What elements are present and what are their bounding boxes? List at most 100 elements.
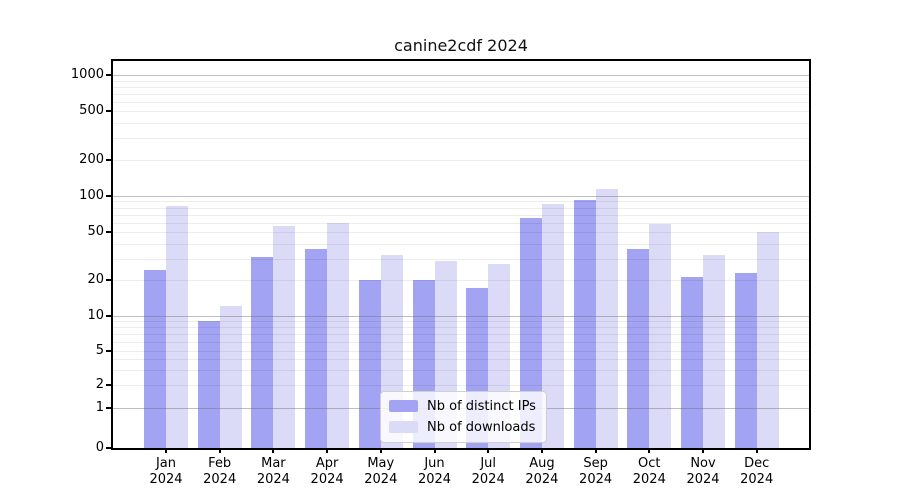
axis-spine-top	[111, 59, 811, 61]
minor-gridline	[113, 369, 809, 371]
bar-downloads-nov	[703, 255, 725, 448]
minor-gridline	[113, 243, 809, 245]
x-tick-mark	[272, 448, 275, 453]
y-tick-label: 10	[87, 308, 104, 323]
y-tick-label: 1000	[70, 67, 104, 82]
bar-distinct-ips-sep	[573, 200, 596, 448]
y-tick-mark	[106, 447, 112, 449]
x-tick-mark	[702, 448, 704, 453]
bar-downloads-sep	[595, 188, 618, 448]
bar-downloads-jan	[166, 205, 188, 448]
x-tick-mark	[540, 448, 543, 453]
x-tick-mark	[755, 448, 758, 453]
minor-gridline	[113, 93, 809, 95]
legend: Nb of distinct IPs Nb of downloads	[380, 391, 547, 443]
minor-gridline	[113, 123, 809, 125]
minor-gridline	[113, 201, 809, 203]
minor-gridline	[113, 207, 809, 209]
y-tick-mark	[106, 407, 112, 409]
bar-distinct-ips-aug	[519, 218, 542, 448]
minor-gridline	[113, 258, 809, 260]
bar-distinct-ips-dec	[734, 272, 757, 448]
x-tick-label-jan: Jan 2024	[149, 456, 183, 487]
axis-spine-right	[809, 59, 811, 450]
y-tick-label: 1	[95, 400, 104, 415]
x-tick-label-nov: Nov 2024	[686, 456, 720, 487]
minor-gridline	[113, 222, 809, 224]
x-tick-label-mar: Mar 2024	[256, 456, 290, 487]
minor-gridline	[113, 341, 809, 343]
y-tick-label: 100	[79, 188, 104, 203]
minor-gridline	[113, 111, 809, 113]
minor-gridline	[113, 214, 809, 216]
major-gridline	[113, 316, 809, 317]
minor-gridline	[113, 86, 809, 88]
x-tick-label-dec: Dec 2024	[740, 456, 774, 487]
minor-gridline	[113, 327, 809, 329]
x-tick-label-sep: Sep 2024	[579, 456, 613, 487]
x-tick-mark	[218, 448, 221, 453]
x-tick-mark	[433, 448, 436, 453]
bar-downloads-oct	[649, 224, 672, 448]
minor-gridline	[113, 385, 809, 386]
x-tick-label-jul: Jul 2024	[471, 456, 505, 487]
x-tick-label-may: May 2024	[364, 456, 398, 487]
bar-downloads-dec	[756, 232, 779, 448]
y-tick-mark	[106, 384, 112, 386]
bar-distinct-ips-nov	[681, 277, 703, 448]
y-tick-mark	[106, 195, 112, 197]
bar-downloads-aug	[541, 204, 564, 448]
x-tick-mark	[594, 448, 597, 453]
bar-downloads-apr	[327, 222, 350, 448]
axis-spine-left	[111, 59, 113, 450]
y-tick-mark	[106, 110, 112, 113]
y-tick-mark	[106, 350, 112, 352]
major-gridline	[113, 75, 809, 76]
minor-gridline	[113, 159, 809, 161]
axis-spine-bottom	[111, 448, 811, 450]
x-tick-mark	[379, 448, 382, 453]
bar-distinct-ips-jan	[144, 270, 166, 448]
minor-gridline	[113, 138, 809, 140]
bar-distinct-ips-oct	[627, 249, 650, 448]
bar-distinct-ips-apr	[305, 249, 328, 448]
chart-title: canine2cdf 2024	[394, 36, 528, 55]
y-tick-label: 2	[95, 377, 104, 392]
y-tick-mark	[106, 315, 112, 317]
major-gridline	[113, 196, 809, 197]
y-tick-label: 0	[95, 440, 104, 455]
x-tick-label-jun: Jun 2024	[417, 456, 452, 487]
plot-area: Nb of distinct IPs Nb of downloads	[111, 59, 811, 450]
x-tick-label-oct: Oct 2024	[632, 456, 666, 487]
x-tick-label-aug: Aug 2024	[525, 456, 559, 487]
y-tick-label: 5	[95, 343, 104, 358]
minor-gridline	[113, 351, 809, 352]
y-tick-mark	[106, 158, 112, 161]
bar-distinct-ips-may	[358, 279, 381, 448]
bar-downloads-feb	[219, 306, 242, 448]
bar-distinct-ips-feb	[197, 321, 220, 448]
minor-gridline	[113, 232, 809, 234]
legend-item-distinct-ips: Nb of distinct IPs	[389, 397, 536, 415]
legend-swatch-distinct-ips	[389, 400, 418, 412]
y-tick-mark	[106, 74, 112, 76]
legend-swatch-downloads	[389, 421, 418, 433]
minor-gridline	[113, 80, 809, 82]
y-tick-mark	[106, 231, 112, 234]
minor-gridline	[113, 359, 809, 361]
y-tick-label: 200	[79, 151, 104, 167]
y-tick-mark	[106, 278, 112, 281]
x-tick-mark	[165, 448, 167, 453]
minor-gridline	[113, 279, 809, 281]
y-tick-label: 20	[87, 271, 104, 287]
x-tick-mark	[648, 448, 651, 453]
legend-label-distinct-ips: Nb of distinct IPs	[427, 398, 536, 414]
legend-label-downloads: Nb of downloads	[427, 419, 536, 435]
minor-gridline	[113, 101, 809, 103]
minor-gridline	[113, 321, 809, 323]
minor-gridline	[113, 334, 809, 335]
x-tick-label-feb: Feb 2024	[203, 456, 237, 487]
x-tick-mark	[487, 448, 490, 453]
x-tick-label-apr: Apr 2024	[310, 456, 344, 487]
